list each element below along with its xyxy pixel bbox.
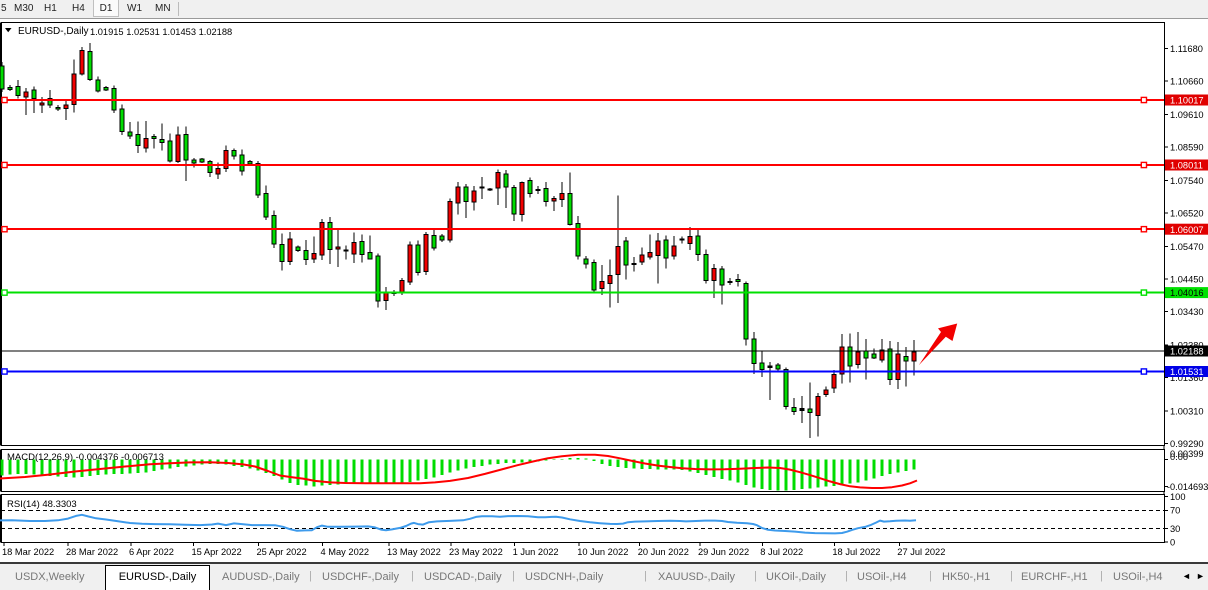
svg-text:1.02380: 1.02380 — [1170, 340, 1204, 350]
svg-text:28 Mar 2022: 28 Mar 2022 — [66, 547, 118, 557]
svg-text:EURUSD-,Daily: EURUSD-,Daily — [18, 26, 89, 37]
svg-text:6 Apr 2022: 6 Apr 2022 — [129, 547, 174, 557]
svg-text:1.10017: 1.10017 — [1170, 96, 1204, 106]
svg-text:20 Jun 2022: 20 Jun 2022 — [638, 547, 689, 557]
svg-text:1.01531: 1.01531 — [1170, 367, 1204, 377]
svg-text:-0.014693: -0.014693 — [1167, 482, 1208, 492]
svg-text:18 Jul 2022: 18 Jul 2022 — [832, 547, 880, 557]
svg-text:MACD(12,26,9) -0.004376 -0.006: MACD(12,26,9) -0.004376 -0.006713 — [7, 452, 164, 463]
svg-text:15 Apr 2022: 15 Apr 2022 — [192, 547, 242, 557]
svg-text:18 Mar 2022: 18 Mar 2022 — [2, 547, 54, 557]
svg-text:1.08590: 1.08590 — [1170, 143, 1204, 153]
svg-text:4 May 2022: 4 May 2022 — [321, 547, 370, 557]
svg-text:1.06520: 1.06520 — [1170, 209, 1204, 219]
svg-text:1.00310: 1.00310 — [1170, 406, 1204, 416]
svg-text:1.01360: 1.01360 — [1170, 373, 1204, 383]
svg-text:29 Jun 2022: 29 Jun 2022 — [698, 547, 749, 557]
svg-text:0: 0 — [1170, 537, 1175, 547]
svg-text:1.06007: 1.06007 — [1170, 225, 1204, 235]
svg-text:70: 70 — [1170, 506, 1180, 516]
svg-text:1.01915 1.02531 1.01453 1.0218: 1.01915 1.02531 1.01453 1.02188 — [90, 27, 232, 37]
svg-text:0.99290: 0.99290 — [1170, 439, 1204, 449]
svg-text:1.08011: 1.08011 — [1170, 161, 1203, 171]
svg-text:0.00: 0.00 — [1170, 452, 1188, 462]
svg-text:30: 30 — [1170, 524, 1180, 534]
svg-text:1.10660: 1.10660 — [1170, 77, 1204, 87]
svg-text:1.04016: 1.04016 — [1170, 288, 1204, 298]
svg-text:23 May 2022: 23 May 2022 — [449, 547, 503, 557]
svg-text:1.09610: 1.09610 — [1170, 110, 1204, 120]
svg-text:1.02188: 1.02188 — [1170, 347, 1204, 357]
svg-text:25 Apr 2022: 25 Apr 2022 — [257, 547, 307, 557]
svg-text:RSI(14) 48.3303: RSI(14) 48.3303 — [7, 499, 77, 510]
svg-text:1 Jun 2022: 1 Jun 2022 — [513, 547, 559, 557]
svg-text:1.11680: 1.11680 — [1170, 44, 1203, 54]
svg-text:1.07540: 1.07540 — [1170, 176, 1204, 186]
svg-text:1.05470: 1.05470 — [1170, 242, 1204, 252]
svg-text:1.04450: 1.04450 — [1170, 274, 1204, 284]
svg-text:8 Jul 2022: 8 Jul 2022 — [760, 547, 803, 557]
svg-text:10 Jun 2022: 10 Jun 2022 — [577, 547, 628, 557]
svg-text:27 Jul 2022: 27 Jul 2022 — [897, 547, 945, 557]
svg-text:100: 100 — [1170, 492, 1186, 502]
svg-text:1.03430: 1.03430 — [1170, 307, 1204, 317]
svg-text:13 May 2022: 13 May 2022 — [387, 547, 441, 557]
svg-text:0.00399: 0.00399 — [1170, 449, 1204, 459]
